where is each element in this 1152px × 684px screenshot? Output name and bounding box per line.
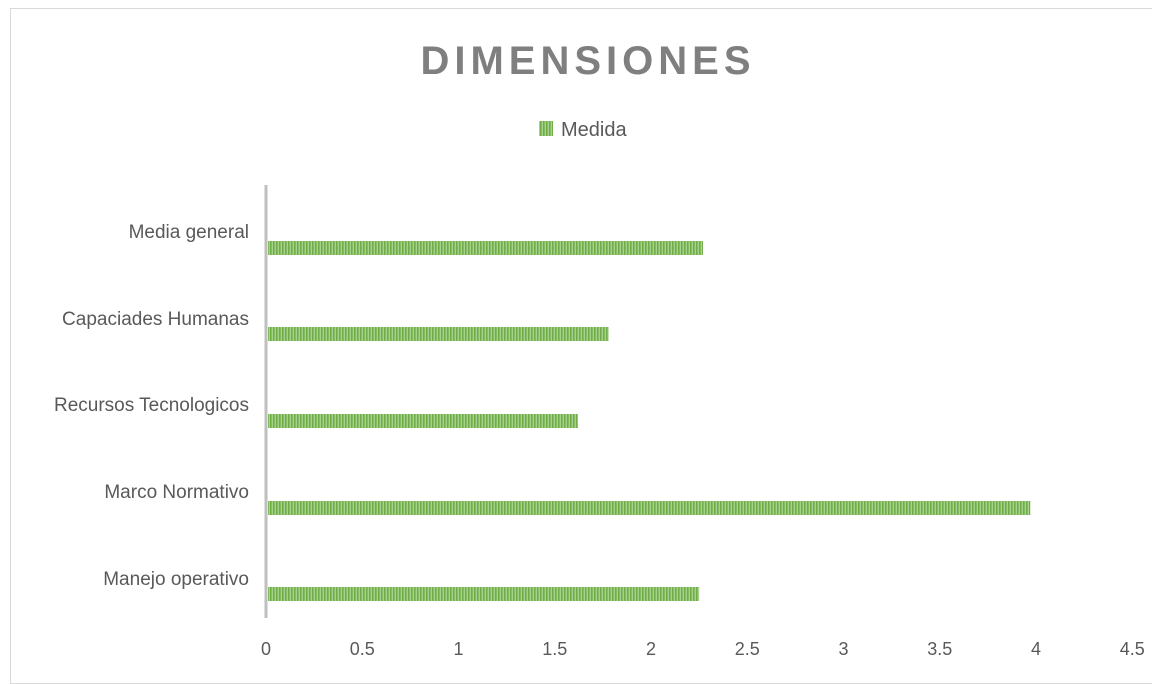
x-tick-label: 1 — [453, 639, 463, 659]
bars — [268, 241, 1031, 601]
bar — [268, 414, 578, 428]
x-tick-label: 2 — [646, 639, 656, 659]
bar — [268, 241, 703, 255]
x-tick-label: 1.5 — [542, 639, 567, 659]
x-tick-label: 2.5 — [735, 639, 760, 659]
x-tick-label: 4.5 — [1120, 639, 1145, 659]
chart-title: DIMENSIONES — [420, 39, 755, 83]
category-label: Marco Normativo — [104, 482, 249, 503]
x-tick-label: 0 — [261, 639, 271, 659]
bar — [268, 501, 1031, 515]
bar — [268, 587, 700, 601]
x-tick-labels: 0 0.5 1 1.5 2 2.5 3 3.5 4 4.5 — [261, 639, 1145, 659]
x-tick-label: 4 — [1031, 639, 1041, 659]
category-labels: Manejo operativo Marco Normativo Recursos … — [54, 222, 249, 590]
legend-swatch — [539, 121, 553, 136]
x-tick-label: 3 — [838, 639, 848, 659]
category-label: Media general — [129, 222, 249, 243]
category-label: Capaciades Humanas — [62, 309, 249, 330]
category-label: Recursos Tecnologicos — [54, 395, 249, 416]
category-label: Manejo operativo — [103, 569, 249, 590]
legend: Medida — [539, 119, 627, 141]
x-tick-label: 0.5 — [350, 639, 375, 659]
bar — [268, 327, 609, 341]
x-tick-label: 3.5 — [927, 639, 952, 659]
legend-label: Medida — [561, 119, 627, 141]
